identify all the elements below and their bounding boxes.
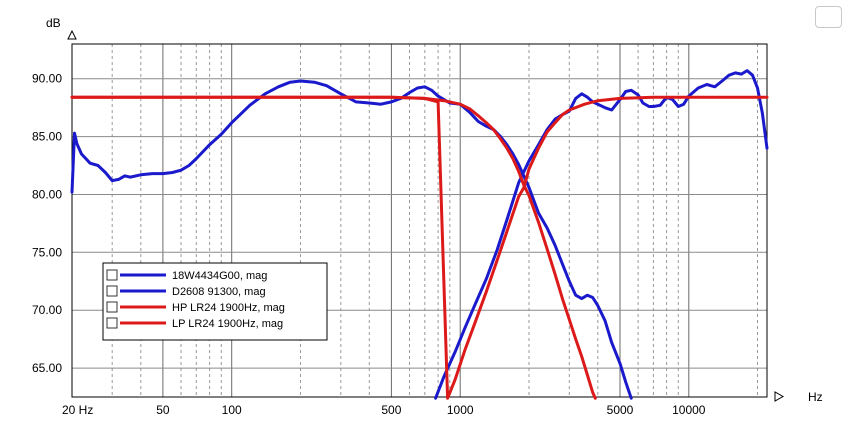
y-tick-label: 85.00 <box>32 130 62 144</box>
x-tick-label: 50 <box>156 403 170 417</box>
x-tick-label: 100 <box>222 403 242 417</box>
plot-frame <box>71 43 768 398</box>
y-axis-label: dB <box>46 16 61 30</box>
x-tick-label: 500 <box>381 403 401 417</box>
x-tick-labels: 20 Hz 50 100 500 1000 5000 10000 <box>62 403 706 417</box>
y-tick-label: 80.00 <box>32 188 62 202</box>
series-layer <box>70 69 769 400</box>
window-corner-button[interactable] <box>815 6 842 28</box>
y-tick-label: 90.00 <box>32 72 62 86</box>
legend-checkbox-icon[interactable] <box>106 301 118 313</box>
legend-entry[interactable]: D2608 91300, mag <box>106 285 266 298</box>
series-line <box>70 95 597 400</box>
x-tick-label: 20 Hz <box>62 403 93 417</box>
y-tick-label: 70.00 <box>32 303 62 317</box>
legend-checkbox-icon[interactable] <box>106 317 118 329</box>
legend-label: HP LR24 1900Hz, mag <box>172 302 285 314</box>
y-tick-label: 75.00 <box>32 245 62 259</box>
legend-label: 18W4434G00, mag <box>172 270 267 282</box>
series-line <box>70 79 633 400</box>
y-tick-labels: 65.00 70.00 75.00 80.00 85.00 90.00 <box>32 72 62 375</box>
legend-entry[interactable]: HP LR24 1900Hz, mag <box>106 301 285 314</box>
series-line <box>434 69 769 400</box>
y-tick-label: 65.00 <box>32 361 62 375</box>
x-tick-label: 5000 <box>607 403 634 417</box>
y-axis-arrow-icon <box>67 29 77 40</box>
legend: 18W4434G00, mag D2608 91300, mag HP LR24… <box>102 262 328 341</box>
legend-checkbox-icon[interactable] <box>106 269 118 281</box>
legend-checkbox-icon[interactable] <box>106 285 118 297</box>
x-axis-arrow-icon <box>774 391 785 402</box>
x-axis-label: Hz <box>808 390 823 404</box>
legend-entry[interactable]: 18W4434G00, mag <box>106 269 267 282</box>
legend-label: D2608 91300, mag <box>172 286 266 298</box>
x-tick-label: 1000 <box>447 403 474 417</box>
x-tick-label: 10000 <box>672 403 706 417</box>
legend-label: LP LR24 1900Hz, mag <box>172 318 283 330</box>
legend-entry[interactable]: LP LR24 1900Hz, mag <box>106 317 283 330</box>
series-line <box>70 95 769 400</box>
